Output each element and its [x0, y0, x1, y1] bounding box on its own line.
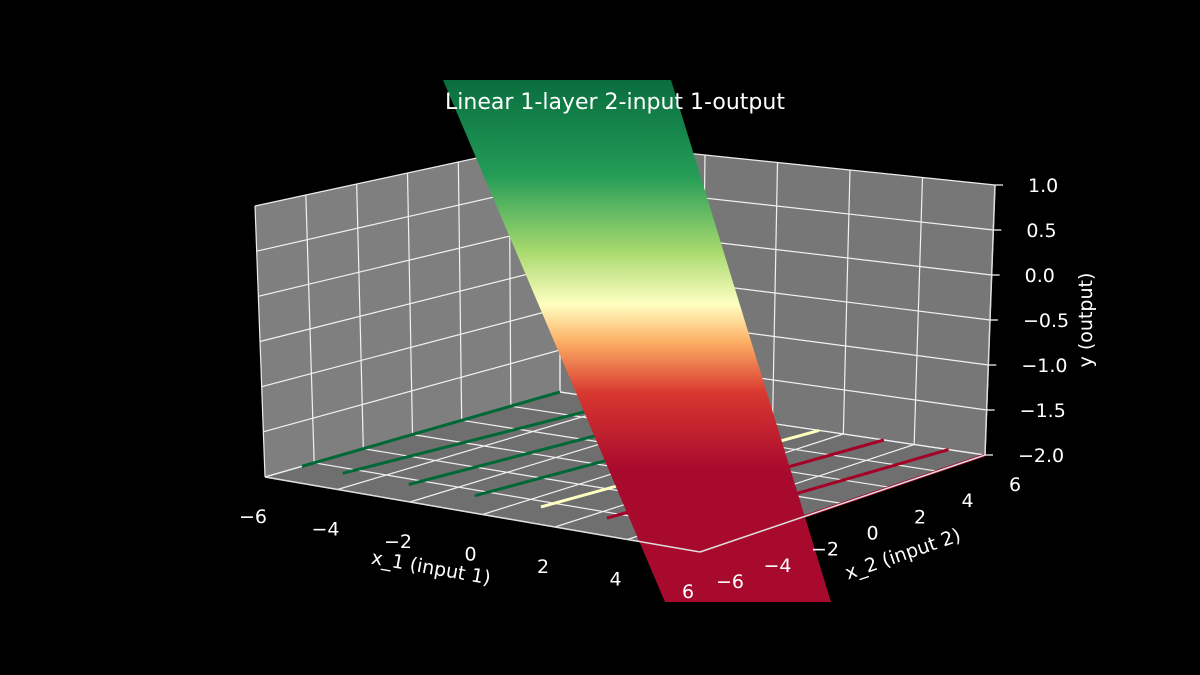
- z-tick-label: 0.0: [1025, 265, 1055, 287]
- y-tick-label: 2: [914, 506, 926, 528]
- y-axis-line: [699, 454, 986, 553]
- x-tick-label: 0: [464, 544, 476, 566]
- y-tick-label: −6: [716, 571, 744, 593]
- x-tick-label: 4: [609, 569, 621, 591]
- chart-title: Linear 1-layer 2-input 1-output: [445, 90, 785, 115]
- z-axis-label: y (output): [1075, 273, 1097, 368]
- z-tick-label: 1.0: [1028, 175, 1058, 197]
- z-tick-label: −2.0: [1018, 445, 1064, 467]
- x-tick-label: 6: [682, 581, 694, 603]
- z-tick-label: −0.5: [1023, 310, 1069, 332]
- x-tick-label: 2: [537, 556, 549, 578]
- x-axis-line: [264, 476, 701, 553]
- x-tick-label: −4: [311, 519, 339, 541]
- y-tick-label: 4: [961, 490, 973, 512]
- y-tick-label: −4: [763, 555, 791, 577]
- y-tick-label: 6: [1009, 474, 1021, 496]
- x-tick-labels: −6 −4 −2 0 2 4 6: [239, 506, 694, 603]
- back-wall-grid-h: [263, 349, 561, 433]
- y-tick-labels: −6 −4 −2 0 2 4 6: [716, 474, 1021, 593]
- y-axis-label: x_2 (input 2): [842, 524, 963, 584]
- surface-light-overlay: [443, 80, 831, 602]
- y-tick-label: −2: [811, 539, 839, 561]
- z-tick-label: 0.5: [1026, 220, 1056, 242]
- z-tick-label: −1.0: [1021, 355, 1067, 377]
- back-wall-grid-h: [259, 265, 561, 343]
- back-wall-grid-h: [261, 307, 561, 388]
- back-wall-pane: [255, 140, 560, 477]
- output-surface: [443, 80, 831, 602]
- x-tick-label: −2: [384, 531, 412, 553]
- contour-line: [301, 390, 561, 468]
- z-tick-labels: 1.0 0.5 0.0 −0.5 −1.0 −1.5 −2.0: [985, 175, 1069, 467]
- z-tick-label: −1.5: [1020, 400, 1066, 422]
- y-tick-label: 0: [866, 523, 878, 545]
- x-tick-label: −6: [239, 506, 267, 528]
- contour-line: [342, 400, 626, 475]
